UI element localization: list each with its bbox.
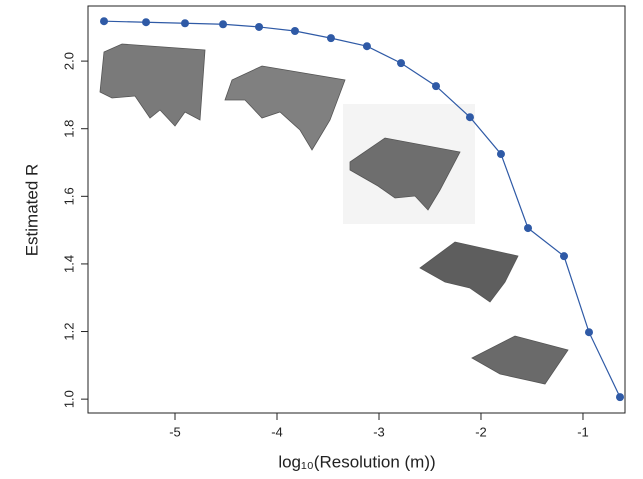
x-tick-label: -1	[577, 424, 589, 439]
y-tick-label: 1.2	[61, 322, 76, 340]
data-point	[466, 113, 474, 121]
terrain-mesh	[420, 242, 518, 302]
data-point	[397, 59, 405, 67]
data-point	[255, 23, 263, 31]
y-tick-label: 1.6	[61, 187, 76, 205]
y-tick-label: 1.8	[61, 120, 76, 138]
x-tick-label: -2	[475, 424, 487, 439]
data-point	[363, 42, 371, 50]
data-point	[142, 18, 150, 26]
data-point	[181, 19, 189, 27]
x-tick-label: -5	[169, 424, 181, 439]
data-point	[616, 393, 624, 401]
data-point	[100, 17, 108, 25]
data-point	[432, 82, 440, 90]
data-point	[524, 224, 532, 232]
y-tick-label: 1.0	[61, 390, 76, 408]
data-point	[291, 27, 299, 35]
x-axis-label: log₁₀(Resolution (m))	[278, 452, 435, 471]
data-point	[497, 150, 505, 158]
y-tick-label: 2.0	[61, 52, 76, 70]
y-tick-label: 1.4	[61, 255, 76, 273]
y-axis-label: Estimated R	[22, 164, 41, 257]
terrain-mesh	[472, 336, 568, 384]
terrain-mesh	[100, 44, 205, 126]
x-tick-label: -4	[271, 424, 283, 439]
data-point	[327, 34, 335, 42]
data-point	[585, 328, 593, 336]
terrain-mesh	[225, 66, 345, 150]
data-point	[560, 252, 568, 260]
x-tick-label: -3	[373, 424, 385, 439]
terrain-meshes	[100, 44, 568, 384]
data-point	[219, 20, 227, 28]
chart: Estimated R log₁₀(Resolution (m)) -5 -4 -3…	[0, 0, 643, 479]
